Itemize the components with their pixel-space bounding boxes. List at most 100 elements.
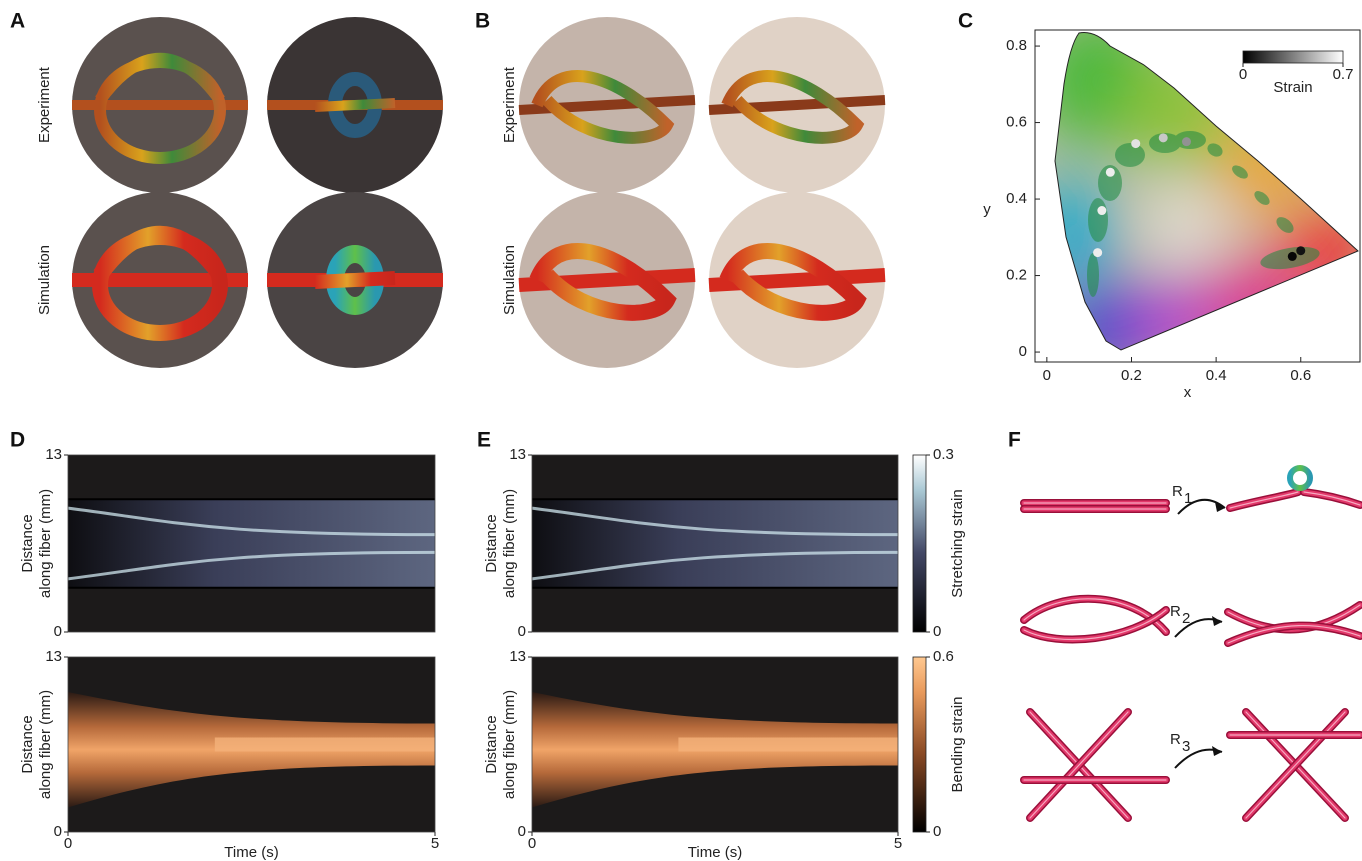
- rod-shine: [1229, 491, 1299, 509]
- y-tick-label: 0.2: [1006, 267, 1027, 284]
- row-label: Experiment: [501, 66, 518, 143]
- bending-core: [214, 737, 435, 752]
- y-tick-label: 13: [45, 446, 62, 463]
- y-axis-label: Distance: [483, 514, 500, 572]
- heatmap-region: [532, 499, 898, 588]
- x-tick-label: 5: [894, 835, 902, 852]
- panel-letter: B: [475, 10, 490, 33]
- y-axis-label: along fiber (mm): [37, 690, 54, 799]
- bending-core: [678, 737, 898, 752]
- y-tick-label: 0: [54, 823, 62, 840]
- y-tick-label: 13: [509, 648, 526, 665]
- x-tick-label: 5: [431, 835, 439, 852]
- row-label: Simulation: [501, 245, 518, 315]
- y-axis-label: Distance: [483, 715, 500, 773]
- strain-point: [1097, 206, 1107, 216]
- y-tick-label: 0: [518, 823, 526, 840]
- twist-loop: [1287, 465, 1313, 491]
- move-subscript: 3: [1182, 738, 1190, 755]
- y-tick-label: 0: [518, 623, 526, 640]
- move-label: R: [1172, 483, 1183, 500]
- x-tick-label: 0: [1043, 367, 1051, 384]
- strain-point: [1131, 139, 1141, 149]
- x-tick-label: 0.4: [1206, 367, 1227, 384]
- strain-point: [1105, 167, 1115, 177]
- colorbar-tick-label: 0.7: [1333, 66, 1354, 83]
- fiber: [314, 98, 396, 112]
- colorbar: [912, 454, 927, 633]
- heatmap-region: [68, 499, 435, 588]
- strain-point: [1158, 133, 1168, 143]
- colorbar-label: Strain: [1273, 79, 1312, 96]
- y-axis-label: along fiber (mm): [37, 489, 54, 598]
- fiber: [314, 271, 396, 289]
- knot-cross: [95, 52, 225, 104]
- x-tick-label: 0: [64, 835, 72, 852]
- panel-letter: E: [477, 429, 491, 452]
- colorbar-label: Stretching strain: [949, 489, 966, 597]
- arrow-head: [1212, 746, 1222, 756]
- y-axis-label: Distance: [19, 514, 36, 572]
- move-label: R: [1170, 603, 1181, 620]
- y-tick-label: 0.8: [1006, 37, 1027, 54]
- arrow-head: [1212, 616, 1222, 626]
- strain-point: [1093, 248, 1103, 258]
- panel-letter: F: [1008, 429, 1021, 452]
- move-subscript: 2: [1182, 610, 1190, 627]
- strain-point: [1287, 251, 1297, 261]
- colorbar-tick-label: 0.6: [933, 648, 954, 665]
- rod-highlight: [1225, 623, 1362, 646]
- colorbar-tick-label: 0: [933, 823, 941, 840]
- colorbar-tick-label: 0: [1239, 66, 1247, 83]
- y-tick-label: 13: [45, 648, 62, 665]
- rod-shine: [1029, 711, 1129, 819]
- colorbar-label: Bending strain: [949, 697, 966, 793]
- plot-frame: [1034, 29, 1361, 363]
- panel-letter: C: [958, 10, 973, 33]
- strain-ridge: [531, 506, 899, 537]
- y-tick-label: 0: [1019, 343, 1027, 360]
- rod-shine: [1303, 491, 1361, 506]
- move-subscript: 1: [1184, 490, 1192, 507]
- y-axis-label: y: [983, 201, 991, 218]
- x-tick-label: 0.6: [1290, 367, 1311, 384]
- strain-ridge: [531, 550, 899, 581]
- heatmap-frame: [67, 454, 436, 633]
- heatmap-frame: [67, 656, 436, 833]
- strain-ridge: [67, 550, 436, 581]
- colorbar: [912, 656, 927, 833]
- rod-shine: [1227, 625, 1361, 644]
- rod-shine: [1245, 711, 1346, 819]
- colorbar: [1242, 50, 1344, 64]
- arrow-head: [1215, 502, 1225, 512]
- x-axis-label: Time (s): [224, 844, 278, 861]
- knot: [721, 70, 865, 144]
- arrow: [1177, 498, 1226, 515]
- knot: [719, 243, 867, 321]
- gamut-outline: [1054, 32, 1359, 351]
- colorbar-tick-label: 0: [933, 623, 941, 640]
- y-axis-label: along fiber (mm): [501, 489, 518, 598]
- y-axis-label: Distance: [19, 715, 36, 773]
- x-tick-label: 0: [528, 835, 536, 852]
- heatmap-frame: [531, 656, 899, 833]
- x-axis-label: Time (s): [688, 844, 742, 861]
- move-label: R: [1170, 731, 1181, 748]
- chromaticity-gamut: [1055, 32, 1358, 351]
- colorbar-tick-label: 0.3: [933, 446, 954, 463]
- rod-shine: [1023, 609, 1167, 641]
- x-axis-label: x: [1184, 384, 1192, 401]
- strain-point: [1181, 137, 1191, 147]
- y-axis-label: along fiber (mm): [501, 690, 518, 799]
- knot: [529, 243, 677, 321]
- heatmap-frame: [531, 454, 899, 633]
- panel-letter: D: [10, 429, 25, 452]
- y-tick-label: 0.6: [1006, 114, 1027, 131]
- y-tick-label: 13: [509, 446, 526, 463]
- x-tick-label: 0.2: [1121, 367, 1142, 384]
- knot-cross: [93, 225, 227, 280]
- strain-point: [1296, 246, 1306, 256]
- y-tick-label: 0: [54, 623, 62, 640]
